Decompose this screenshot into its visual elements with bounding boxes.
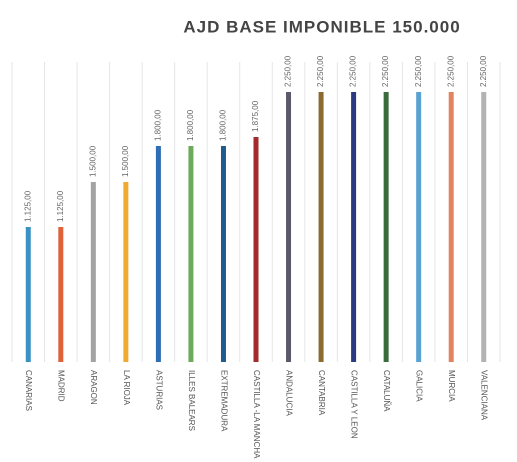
bar — [188, 146, 194, 362]
bar — [448, 92, 454, 362]
bar — [481, 92, 487, 362]
bar — [318, 92, 324, 362]
value-label: 2.250,00 — [414, 55, 423, 87]
value-label: 2.250,00 — [316, 55, 325, 87]
bar — [25, 227, 31, 362]
x-tick-label: CANARIAS — [24, 370, 33, 411]
x-tick-label: ILLES BALEARS — [187, 370, 196, 431]
x-tick-label: ARAGON — [89, 370, 98, 405]
x-tick-label: ANDALUCIA — [284, 370, 293, 416]
bar — [220, 146, 226, 362]
bar — [416, 92, 422, 362]
x-tick-label: VALENCIANA — [480, 370, 489, 421]
bar — [351, 92, 357, 362]
bar — [155, 146, 161, 362]
value-label: 1.500,00 — [121, 145, 130, 177]
x-tick-label: EXTREMADURA — [219, 370, 228, 432]
value-label: 2.250,00 — [284, 55, 293, 87]
bar — [90, 182, 96, 362]
bar — [58, 227, 64, 362]
value-label: 1.800,00 — [219, 109, 228, 141]
x-tick-label: MADRID — [57, 370, 66, 402]
x-tick-label: CASTILLA -LA MANCHA — [252, 370, 261, 459]
value-label: 1.125,00 — [23, 190, 32, 222]
value-label: 1.800,00 — [186, 109, 195, 141]
bar — [123, 182, 129, 362]
value-label: 1.875,00 — [251, 100, 260, 132]
value-label: 1.125,00 — [56, 190, 65, 222]
bar — [383, 92, 389, 362]
value-label: 1.800,00 — [154, 109, 163, 141]
x-tick-label: MURCIA — [447, 370, 456, 402]
chart-title: AJD BASE IMPONIBLE 150.000 — [183, 17, 460, 36]
value-label: 2.250,00 — [349, 55, 358, 87]
bar — [253, 137, 259, 362]
bar — [286, 92, 292, 362]
x-tick-label: LA RIOJA — [122, 370, 131, 406]
x-tick-label: CANTABRIA — [317, 370, 326, 416]
x-tick-label: ASTURIAS — [154, 370, 163, 410]
value-label: 2.250,00 — [381, 55, 390, 87]
value-label: 1.500,00 — [88, 145, 97, 177]
x-tick-label: CASTILLA Y LEON — [349, 370, 358, 439]
x-tick-label: GALICIA — [415, 370, 424, 402]
value-label: 2.250,00 — [479, 55, 488, 87]
value-label: 2.250,00 — [446, 55, 455, 87]
x-tick-label: CATALUÑA — [382, 370, 391, 412]
